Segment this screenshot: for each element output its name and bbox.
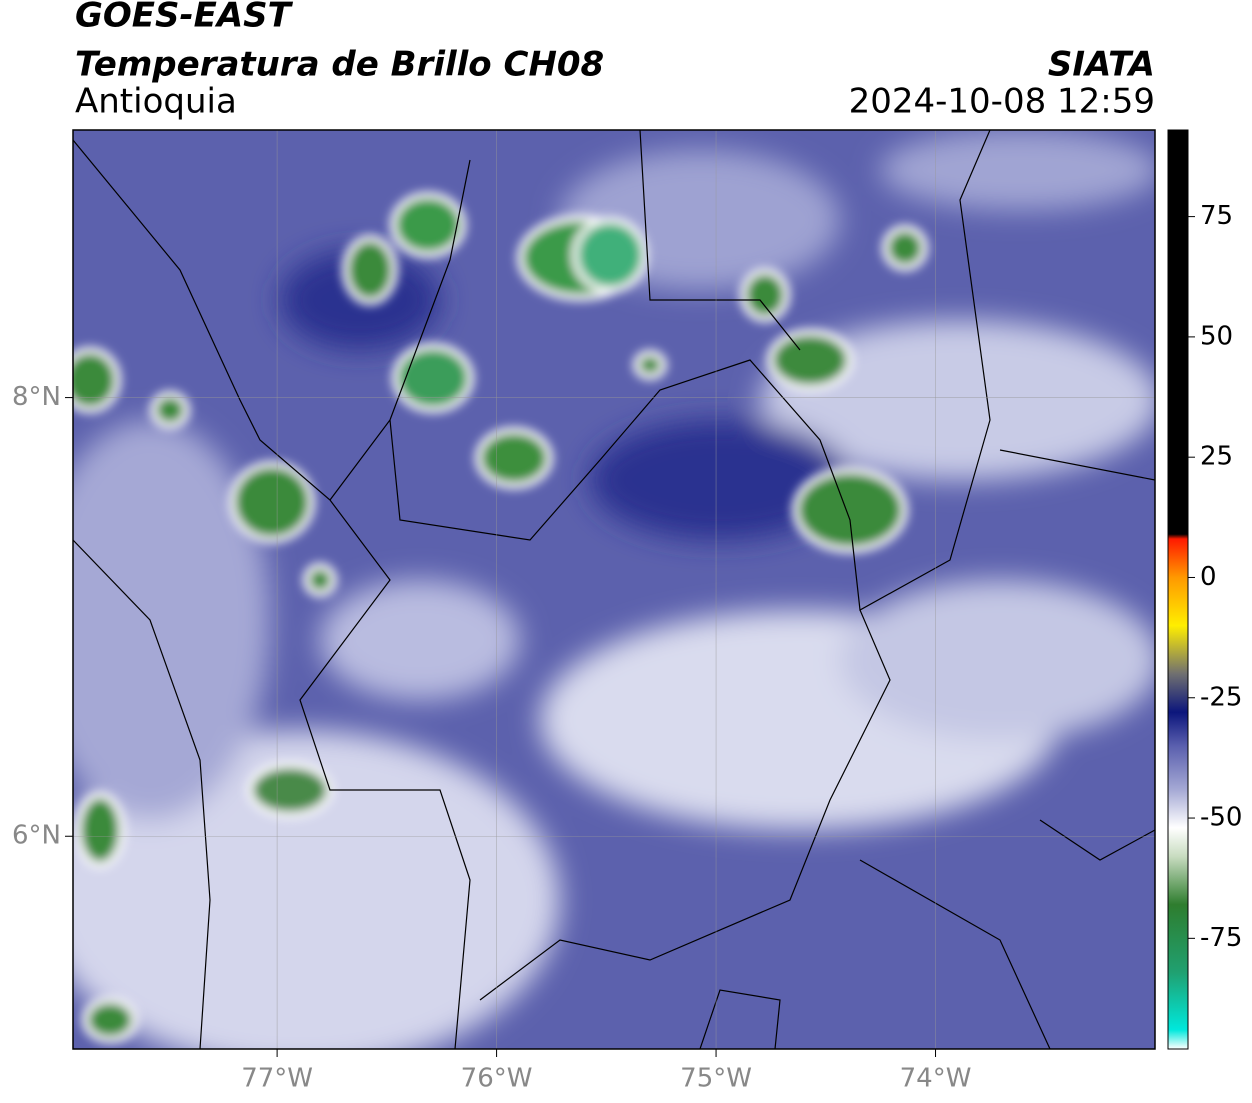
x-tick-label: 74°W	[900, 1064, 972, 1094]
map-frame	[72, 129, 1156, 1050]
colorbar-tick-label: -75	[1200, 923, 1242, 953]
y-tick-label: 6°N	[12, 821, 61, 851]
x-tick-label: 75°W	[680, 1064, 752, 1094]
source: SIATA	[1048, 45, 1155, 85]
green-cells	[73, 192, 928, 1043]
y-tick-label: 8°N	[12, 382, 61, 412]
colorbar-tick-label: -50	[1200, 803, 1242, 833]
colorbar-tick-label: 0	[1200, 562, 1217, 592]
colorbar	[1167, 129, 1189, 1050]
datetime: 2024-10-08 12:59	[849, 82, 1155, 122]
title: GOES-EAST	[75, 0, 294, 36]
borders	[73, 130, 1155, 1049]
colorbar-tick-label: -25	[1200, 682, 1242, 712]
colorbar-tick-label: 50	[1200, 321, 1233, 351]
region: Antioquia	[75, 82, 237, 122]
subtitle: Temperatura de Brillo CH08	[75, 45, 604, 85]
x-tick-label: 76°W	[461, 1064, 533, 1094]
colorbar-tick-label: 75	[1200, 201, 1233, 231]
map-image	[73, 130, 1155, 1049]
colorbar-tick-label: 25	[1200, 442, 1233, 472]
x-tick-label: 77°W	[241, 1064, 313, 1094]
